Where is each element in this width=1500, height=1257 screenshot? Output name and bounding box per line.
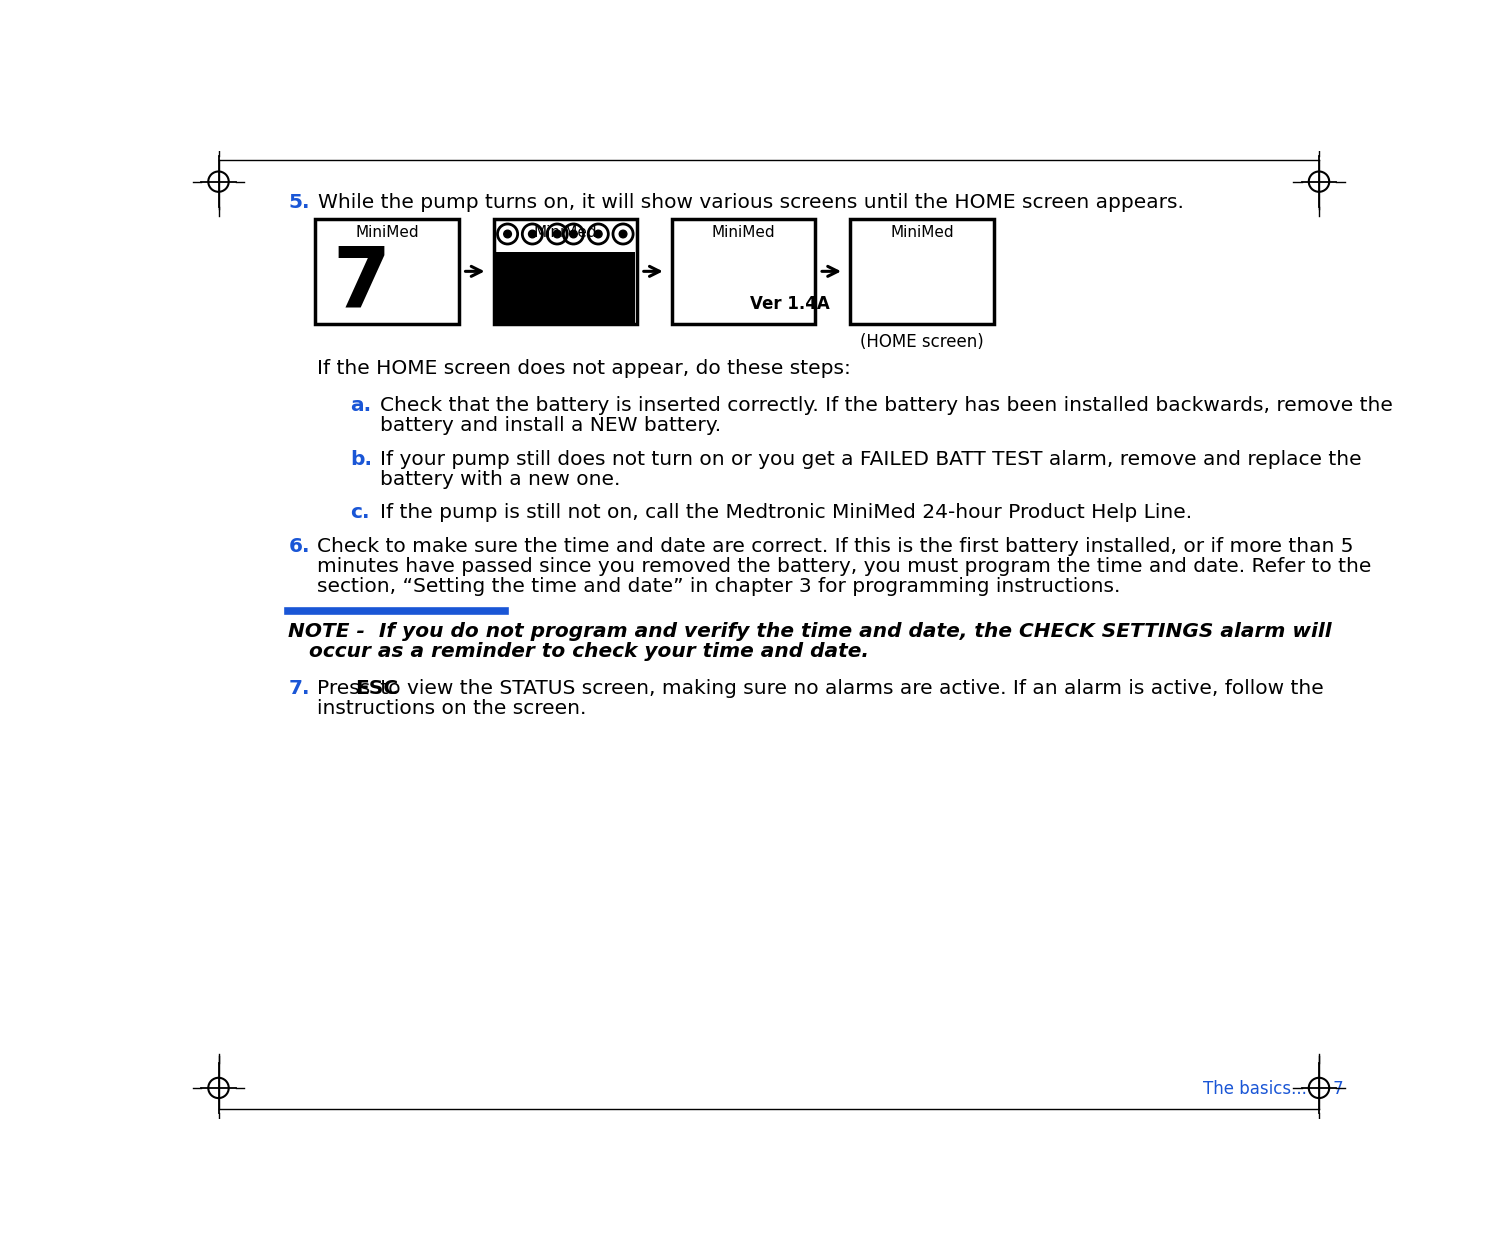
Text: c.: c. bbox=[350, 504, 369, 523]
Circle shape bbox=[554, 230, 561, 238]
Text: b.: b. bbox=[350, 450, 372, 469]
Circle shape bbox=[594, 230, 602, 238]
Text: Check that the battery is inserted correctly. If the battery has been installed : Check that the battery is inserted corre… bbox=[380, 396, 1392, 415]
Text: ESC: ESC bbox=[356, 679, 398, 698]
Text: (HOME screen): (HOME screen) bbox=[859, 333, 984, 351]
Circle shape bbox=[620, 230, 627, 238]
Bar bbox=[850, 219, 993, 324]
Bar bbox=[672, 219, 816, 324]
Text: Press: Press bbox=[316, 679, 376, 698]
Text: NOTE -  If you do not program and verify the time and date, the CHECK SETTINGS a: NOTE - If you do not program and verify … bbox=[288, 622, 1332, 641]
Text: MiniMed: MiniMed bbox=[890, 225, 954, 240]
Text: While the pump turns on, it will show various screens until the HOME screen appe: While the pump turns on, it will show va… bbox=[318, 194, 1184, 212]
Text: MiniMed: MiniMed bbox=[711, 225, 776, 240]
Circle shape bbox=[570, 230, 578, 238]
Text: Check to make sure the time and date are correct. If this is the first battery i: Check to make sure the time and date are… bbox=[316, 538, 1353, 557]
Text: battery and install a NEW battery.: battery and install a NEW battery. bbox=[380, 416, 722, 435]
Text: Ver 1.4A: Ver 1.4A bbox=[750, 294, 830, 313]
Bar bbox=[494, 219, 638, 324]
Text: MiniMed: MiniMed bbox=[356, 225, 419, 240]
Text: a.: a. bbox=[350, 396, 372, 415]
Text: occur as a reminder to check your time and date.: occur as a reminder to check your time a… bbox=[288, 642, 870, 661]
Text: MiniMed: MiniMed bbox=[534, 225, 597, 240]
Text: 6.: 6. bbox=[288, 538, 309, 557]
Text: battery with a new one.: battery with a new one. bbox=[380, 470, 620, 489]
Text: 5.: 5. bbox=[288, 194, 309, 212]
Bar bbox=[495, 253, 636, 323]
Text: If the HOME screen does not appear, do these steps:: If the HOME screen does not appear, do t… bbox=[316, 358, 850, 378]
Text: to view the STATUS screen, making sure no alarms are active. If an alarm is acti: to view the STATUS screen, making sure n… bbox=[374, 679, 1324, 698]
Text: If the pump is still not on, call the Medtronic MiniMed 24-hour Product Help Lin: If the pump is still not on, call the Me… bbox=[380, 504, 1192, 523]
Text: 7: 7 bbox=[333, 244, 392, 324]
Text: 7.: 7. bbox=[288, 679, 309, 698]
Text: The basics...     7: The basics... 7 bbox=[1203, 1080, 1344, 1097]
Circle shape bbox=[504, 230, 512, 238]
Text: If your pump still does not turn on or you get a FAILED BATT TEST alarm, remove : If your pump still does not turn on or y… bbox=[380, 450, 1362, 469]
Text: minutes have passed since you removed the battery, you must program the time and: minutes have passed since you removed th… bbox=[316, 557, 1371, 577]
Text: instructions on the screen.: instructions on the screen. bbox=[316, 699, 586, 718]
Bar bbox=[315, 219, 459, 324]
Text: section, “Setting the time and date” in chapter 3 for programming instructions.: section, “Setting the time and date” in … bbox=[316, 577, 1120, 596]
Circle shape bbox=[528, 230, 536, 238]
